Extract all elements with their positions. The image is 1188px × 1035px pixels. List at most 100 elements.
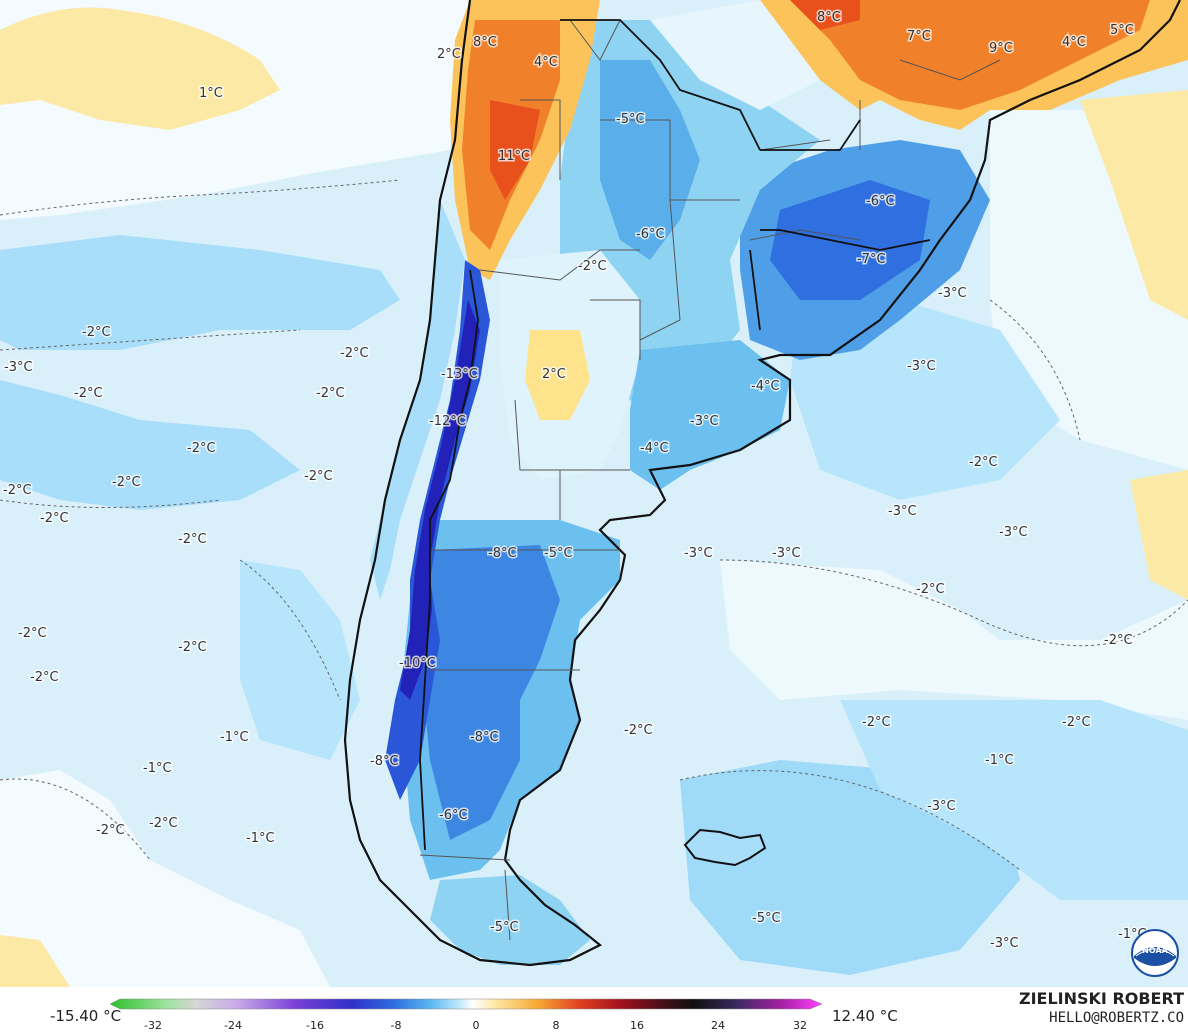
temp-label: -2°C: [149, 816, 178, 831]
legend-bar: -15.40 °C: [0, 987, 1188, 1035]
warm-land-brazil: [790, 0, 860, 30]
warm-andes: [490, 100, 540, 200]
temp-label: -5°C: [490, 920, 519, 935]
temp-label: -6°C: [636, 227, 665, 242]
temp-label: -8°C: [370, 754, 399, 769]
temp-label: -3°C: [938, 286, 967, 301]
cold-ocean-band: [0, 235, 400, 350]
land-north: [600, 60, 700, 260]
temp-label: -2°C: [578, 259, 607, 274]
temp-label: -2°C: [862, 715, 891, 730]
temp-label: -2°C: [1104, 633, 1133, 648]
legend-max-label: 12.40 °C: [832, 1007, 898, 1025]
temp-label: -2°C: [178, 640, 207, 655]
legend-tick: 24: [711, 1019, 725, 1032]
warm-ocean-patch: [0, 935, 70, 987]
isotherm-lines: [0, 179, 1188, 871]
temp-label: -5°C: [616, 112, 645, 127]
temp-label: -2°C: [304, 469, 333, 484]
temp-label: -13°C: [441, 367, 478, 382]
author-name: ZIELINSKI ROBERT: [1018, 989, 1184, 1008]
temp-label: -3°C: [927, 799, 956, 814]
temp-label: -2°C: [316, 386, 345, 401]
temp-label: -3°C: [684, 546, 713, 561]
warm-ocean-patch: [1130, 470, 1188, 600]
cold-ocean-band: [840, 700, 1188, 900]
temp-label: -5°C: [544, 546, 573, 561]
temp-label: 5°C: [1110, 23, 1134, 38]
temperature-map: 2°C 8°C 4°C 11°C 1°C -5°C 8°C 7°C 9°C 4°…: [0, 0, 1188, 987]
legend-tick: -24: [224, 1019, 242, 1032]
temp-label: -6°C: [866, 194, 895, 209]
land-tierra-del-fuego: [430, 875, 590, 965]
legend-tick: 32: [793, 1019, 807, 1032]
land-chile-coast: [370, 200, 465, 600]
temp-label: 2°C: [542, 367, 566, 382]
temp-label: -2°C: [74, 386, 103, 401]
temp-label: -2°C: [3, 483, 32, 498]
legend-tick: -16: [306, 1019, 324, 1032]
temp-label: 1°C: [199, 86, 223, 101]
land-patagonia: [420, 545, 560, 840]
cold-ocean-band: [240, 560, 360, 760]
temp-label: -3°C: [907, 359, 936, 374]
legend-colorbar: -32 -24 -16 -8 0 8 16 24 32: [110, 998, 823, 1032]
temp-label: 11°C: [498, 149, 530, 164]
coastline: [343, 0, 1181, 967]
temp-label: -2°C: [30, 670, 59, 685]
temp-label: 8°C: [817, 10, 841, 25]
land-north: [650, 0, 820, 110]
legend-tick: 8: [553, 1019, 560, 1032]
warm-ocean-patch: [1080, 90, 1188, 320]
temperature-labels: 2°C 8°C 4°C 11°C 1°C -5°C 8°C 7°C 9°C 4°…: [2, 9, 1149, 953]
author-credit: ZIELINSKI ROBERT HELLO@ROBERTZ.CO: [1019, 989, 1184, 1026]
temp-label: -2°C: [1062, 715, 1091, 730]
temp-label: -2°C: [340, 346, 369, 361]
temp-label: -7°C: [857, 252, 886, 267]
legend-tick: -8: [391, 1019, 402, 1032]
temp-label: -4°C: [640, 441, 669, 456]
legend-tick: 16: [630, 1019, 644, 1032]
ocean-zero-field: [720, 560, 1188, 720]
noaa-logo-icon: NOAA: [1131, 929, 1179, 977]
temp-label: -3°C: [999, 525, 1028, 540]
warm-patch-cordoba: [525, 330, 590, 420]
noaa-logo-text: NOAA: [1142, 946, 1168, 955]
legend-tick: -32: [144, 1019, 162, 1032]
land-pampas: [630, 340, 790, 490]
temp-label: -2°C: [40, 511, 69, 526]
temp-label: -3°C: [990, 936, 1019, 951]
temp-label: -3°C: [888, 504, 917, 519]
temp-label: -2°C: [112, 475, 141, 490]
cold-ocean-band: [0, 380, 300, 510]
temp-label: -2°C: [82, 325, 111, 340]
map-canvas: 2°C 8°C 4°C 11°C 1°C -5°C 8°C 7°C 9°C 4°…: [0, 0, 1188, 987]
temp-label: -3°C: [4, 360, 33, 375]
temp-label: -3°C: [690, 414, 719, 429]
temp-label: -12°C: [429, 414, 466, 429]
temp-label: -8°C: [488, 546, 517, 561]
temp-label: 2°C: [437, 47, 461, 62]
temp-label: 4°C: [534, 55, 558, 70]
legend-min-label: -15.40 °C: [50, 1007, 122, 1025]
temp-label: 8°C: [473, 35, 497, 50]
temp-label: -8°C: [470, 730, 499, 745]
temp-label: -2°C: [96, 823, 125, 838]
temp-label: 7°C: [907, 29, 931, 44]
author-email: HELLO@ROBERTZ.CO: [1049, 1010, 1184, 1026]
cold-land-uruguay: [770, 180, 930, 300]
temp-label: -4°C: [751, 379, 780, 394]
temp-label: 4°C: [1062, 35, 1086, 50]
temp-label: -10°C: [399, 656, 436, 671]
warm-ocean-patch: [0, 7, 280, 130]
warm-land-brazil: [790, 0, 1150, 110]
falkland-islands: [683, 828, 767, 867]
temp-label: -1°C: [985, 753, 1014, 768]
temp-label: -6°C: [439, 808, 468, 823]
temp-label: -2°C: [624, 723, 653, 738]
temp-label: -2°C: [178, 532, 207, 547]
temp-label: 9°C: [989, 41, 1013, 56]
temp-label: -1°C: [220, 730, 249, 745]
temp-label: -2°C: [18, 626, 47, 641]
temp-label: -2°C: [916, 582, 945, 597]
